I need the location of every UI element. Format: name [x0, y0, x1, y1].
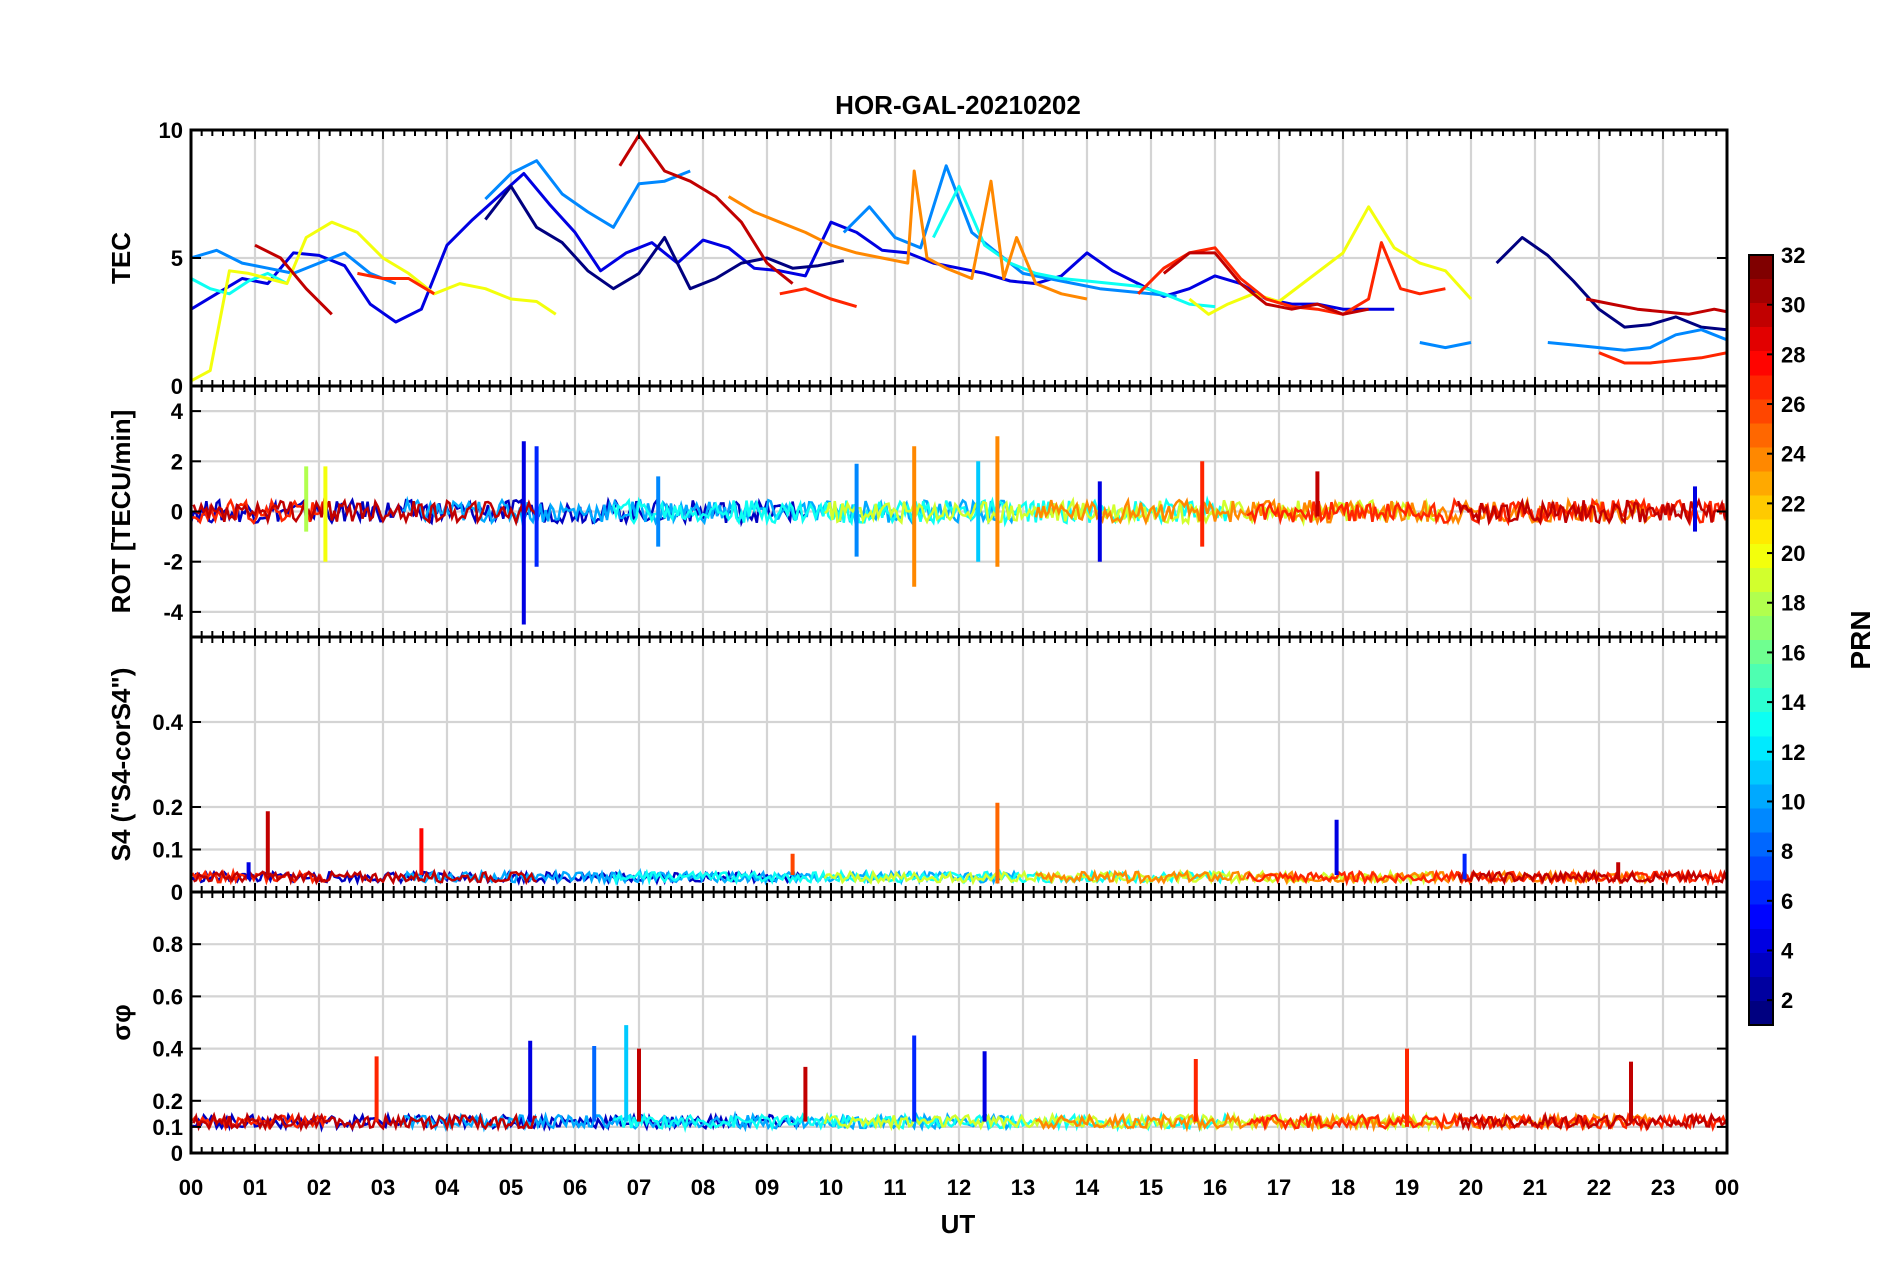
panel-frame — [189, 890, 1729, 1155]
y-tick-label: 0.6 — [152, 984, 183, 1009]
tec-series-prn-30 — [254, 133, 1727, 316]
y-tick-label: 0.2 — [152, 795, 183, 820]
tec-series-prn-20 — [191, 205, 1473, 383]
x-tick-label: 05 — [499, 1175, 523, 1200]
colorbar-tick-label: 14 — [1781, 690, 1806, 715]
tec-series-prn-27 — [357, 241, 1727, 365]
panel-data — [191, 133, 1727, 383]
panel-4: 00.10.2 0.4 0.6 0.8 σφ — [106, 890, 1729, 1166]
x-tick-label: 19 — [1395, 1175, 1419, 1200]
colorbar-label: PRN — [1845, 610, 1876, 669]
x-tick-label: 11 — [883, 1175, 906, 1200]
panel-3: 0 0.1 0.2 0.4 S4 ("S4-corS4") — [106, 635, 1729, 905]
y-tick-label: 0.1 — [152, 838, 183, 863]
y-tick-label: 0.4 — [152, 710, 183, 735]
baseline-prn-30 — [192, 496, 1727, 527]
y-tick-label: 0 — [171, 880, 183, 905]
tec-series-prn-4 — [191, 172, 1395, 324]
x-tick-label: 00 — [179, 1175, 203, 1200]
colorbar-tick-label: 2 — [1781, 988, 1793, 1013]
colorbar-tick-label: 8 — [1781, 839, 1793, 864]
x-tick-label: 18 — [1331, 1175, 1355, 1200]
x-tick-label: 15 — [1139, 1175, 1163, 1200]
x-tick-label: 13 — [1011, 1175, 1035, 1200]
x-tick-label: 22 — [1587, 1175, 1611, 1200]
colorbar-tick-label: 32 — [1781, 243, 1805, 268]
x-tick-label: 23 — [1651, 1175, 1675, 1200]
x-axis-label: UT — [941, 1209, 976, 1239]
y-tick-label: 2 — [171, 449, 183, 474]
x-tick-label: 06 — [563, 1175, 587, 1200]
y-tick-label: 0.2 — [152, 1089, 183, 1114]
y-tick-label: 0.8 — [152, 932, 183, 957]
y-tick-label: 5 — [171, 246, 183, 271]
colorbar-tick-label: 22 — [1781, 491, 1805, 516]
y-tick-label: 10 — [159, 118, 183, 143]
tec-series-prn-1 — [484, 184, 1727, 332]
x-tick-label: 09 — [755, 1175, 779, 1200]
x-tick-label: 01 — [243, 1175, 267, 1200]
colorbar-tick-label: 20 — [1781, 541, 1805, 566]
panel-data — [191, 436, 1727, 625]
y-tick-label: 4 — [171, 399, 184, 424]
baseline-prn-19 — [823, 1110, 1440, 1133]
x-tick-label: 16 — [1203, 1175, 1227, 1200]
colorbar-tick-label: 18 — [1781, 591, 1805, 616]
y-axis-label: TEC — [106, 232, 136, 284]
colorbar-gradient — [1748, 254, 1774, 1026]
x-tick-label: 00 — [1715, 1175, 1739, 1200]
x-tick-label: 08 — [691, 1175, 715, 1200]
y-tick-label: 0.4 — [152, 1037, 183, 1062]
colorbar-tick-label: 12 — [1781, 740, 1805, 765]
y-tick-label: 0 — [171, 374, 183, 399]
colorbar-tick-label: 4 — [1781, 938, 1794, 963]
x-tick-label: 20 — [1459, 1175, 1483, 1200]
y-tick-label: -4 — [163, 600, 183, 625]
baseline-prn-24 — [1034, 496, 1652, 526]
x-tick-label: 07 — [627, 1175, 651, 1200]
y-axis-label: ROT [TECU/min] — [106, 410, 136, 614]
panel-1: 0 5 10 TEC — [106, 118, 1729, 399]
colorbar-tick-label: 24 — [1781, 442, 1806, 467]
colorbar-tick-label: 10 — [1781, 789, 1805, 814]
x-tick-label: 14 — [1075, 1175, 1100, 1200]
y-axis-label: S4 ("S4-corS4") — [106, 668, 136, 862]
x-tick-label: 12 — [947, 1175, 971, 1200]
panel-2: -4 -2 0 2 4 ROT [TECU/min] — [106, 384, 1729, 639]
y-tick-label: -2 — [163, 550, 183, 575]
panel-data — [191, 1025, 1727, 1134]
y-tick-label: 0 — [171, 500, 183, 525]
tec-series-prn-24 — [727, 169, 1088, 301]
x-tick-label: 10 — [819, 1175, 843, 1200]
y-axis-label: σφ — [106, 1004, 136, 1040]
y-tick-label: 0 — [171, 1141, 183, 1166]
colorbar-tick-label: 26 — [1781, 392, 1805, 417]
colorbar-tick-label: 30 — [1781, 293, 1805, 318]
baseline-prn-30 — [192, 1111, 1727, 1133]
x-axis: 00 01 02 03 04 05 06 07 08 09 10 11 12 13 14 15 16 17 18 19… — [179, 1175, 1739, 1200]
colorbar-tick-label: 28 — [1781, 342, 1805, 367]
x-tick-label: 04 — [435, 1175, 460, 1200]
x-tick-label: 03 — [371, 1175, 395, 1200]
y-tick-label: 0.1 — [152, 1115, 183, 1140]
x-tick-label: 21 — [1523, 1175, 1547, 1200]
x-tick-label: 17 — [1267, 1175, 1291, 1200]
x-tick-label: 02 — [307, 1175, 331, 1200]
panel-data — [191, 802, 1727, 887]
baseline-prn-30 — [193, 868, 1727, 886]
chart-title: HOR-GAL-20210202 — [835, 90, 1081, 120]
colorbar-tick-label: 16 — [1781, 640, 1805, 665]
colorbar-tick-label: 6 — [1781, 889, 1793, 914]
